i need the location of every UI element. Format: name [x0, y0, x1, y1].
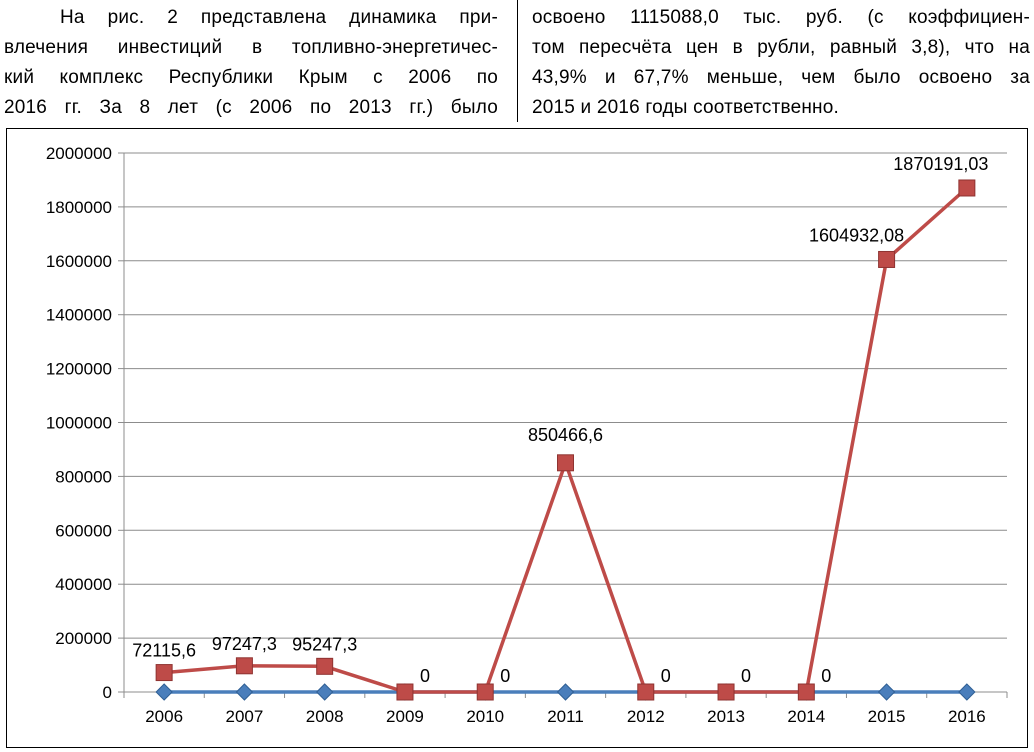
y-tick-label: 1200000: [46, 360, 112, 379]
data-point: [155, 664, 173, 682]
data-label: 0: [821, 666, 831, 686]
data-label: 850466,6: [528, 425, 603, 445]
x-tick-label: 2016: [948, 707, 986, 726]
data-point: [235, 657, 253, 675]
data-label: 0: [661, 666, 671, 686]
data-point: [556, 683, 575, 701]
data-point: [958, 179, 976, 197]
data-label: 97247,3: [212, 634, 277, 654]
x-tick-label: 2012: [627, 707, 665, 726]
right-text-column: освоено 1115088,0 тыс. руб. (с коэффицие…: [532, 3, 1030, 123]
data-point: [316, 657, 334, 675]
y-tick-label: 800000: [55, 467, 112, 486]
x-tick-label: 2013: [707, 707, 745, 726]
data-label: 1870191,03: [893, 154, 988, 174]
text-line: освоено 1115088,0 тыс. руб. (с коэффицие…: [532, 7, 1030, 28]
x-tick-label: 2015: [868, 707, 906, 726]
data-label: 1604932,08: [809, 225, 904, 245]
x-tick-label: 2008: [306, 707, 344, 726]
data-point: [557, 454, 574, 472]
y-tick-label: 1000000: [46, 414, 112, 433]
text-line: На рис. 2 представлена динамика при-: [60, 7, 498, 28]
y-tick-label: 600000: [55, 521, 112, 540]
x-tick-label: 2006: [145, 707, 183, 726]
y-tick-label: 1400000: [46, 306, 112, 325]
data-point: [476, 683, 494, 701]
x-tick-label: 2009: [386, 707, 424, 726]
data-label: 0: [741, 666, 751, 686]
chart-frame: 0 200000 400000 600000 800000 1000000 1200000 1…: [6, 128, 1028, 748]
data-point: [235, 683, 254, 701]
text-line: 2015 и 2016 годы соответственно.: [532, 97, 839, 118]
data-point: [877, 683, 896, 701]
data-point: [797, 683, 815, 701]
left-text-column: На рис. 2 представлена динамика при- вле…: [4, 3, 498, 123]
data-point: [155, 683, 173, 701]
x-tick-label: 2010: [466, 707, 504, 726]
data-point: [878, 250, 896, 268]
x-tick-label: 2011: [547, 707, 584, 726]
data-label: 0: [420, 666, 430, 686]
x-tick-label: 2014: [787, 707, 825, 726]
text-line: кий комплекс Республики Крым с 2006 по: [4, 67, 498, 88]
data-point: [637, 683, 655, 701]
column-divider: [517, 0, 518, 122]
article-text: На рис. 2 представлена динамика при- вле…: [0, 0, 1034, 122]
y-tick-label: 1600000: [46, 252, 112, 271]
data-point: [315, 683, 334, 701]
x-tick-label: 2007: [225, 707, 263, 726]
data-point: [717, 683, 735, 701]
text-line: влечения инвестиций в топливно-энергетич…: [4, 37, 498, 58]
y-tick-label: 1800000: [46, 198, 112, 217]
y-tick-label: 2000000: [46, 144, 112, 163]
data-point: [958, 683, 976, 701]
data-label: 95247,3: [292, 634, 357, 654]
y-tick-label: 200000: [55, 629, 112, 648]
line-chart: 0 200000 400000 600000 800000 1000000 1200000 1…: [46, 144, 1008, 726]
y-tick-label: 0: [103, 683, 112, 702]
text-line: 2016 гг. За 8 лет (с 2006 по 2013 гг.) б…: [4, 97, 498, 118]
y-tick-label: 400000: [55, 575, 112, 594]
data-point: [396, 683, 414, 701]
text-line: 43,9% и 67,7% меньше, чем было освоено з…: [532, 67, 1030, 88]
text-line: том пересчёта цен в рубли, равный 3,8), …: [532, 37, 1030, 58]
data-label: 0: [500, 666, 510, 686]
data-label: 72115,6: [132, 641, 196, 661]
